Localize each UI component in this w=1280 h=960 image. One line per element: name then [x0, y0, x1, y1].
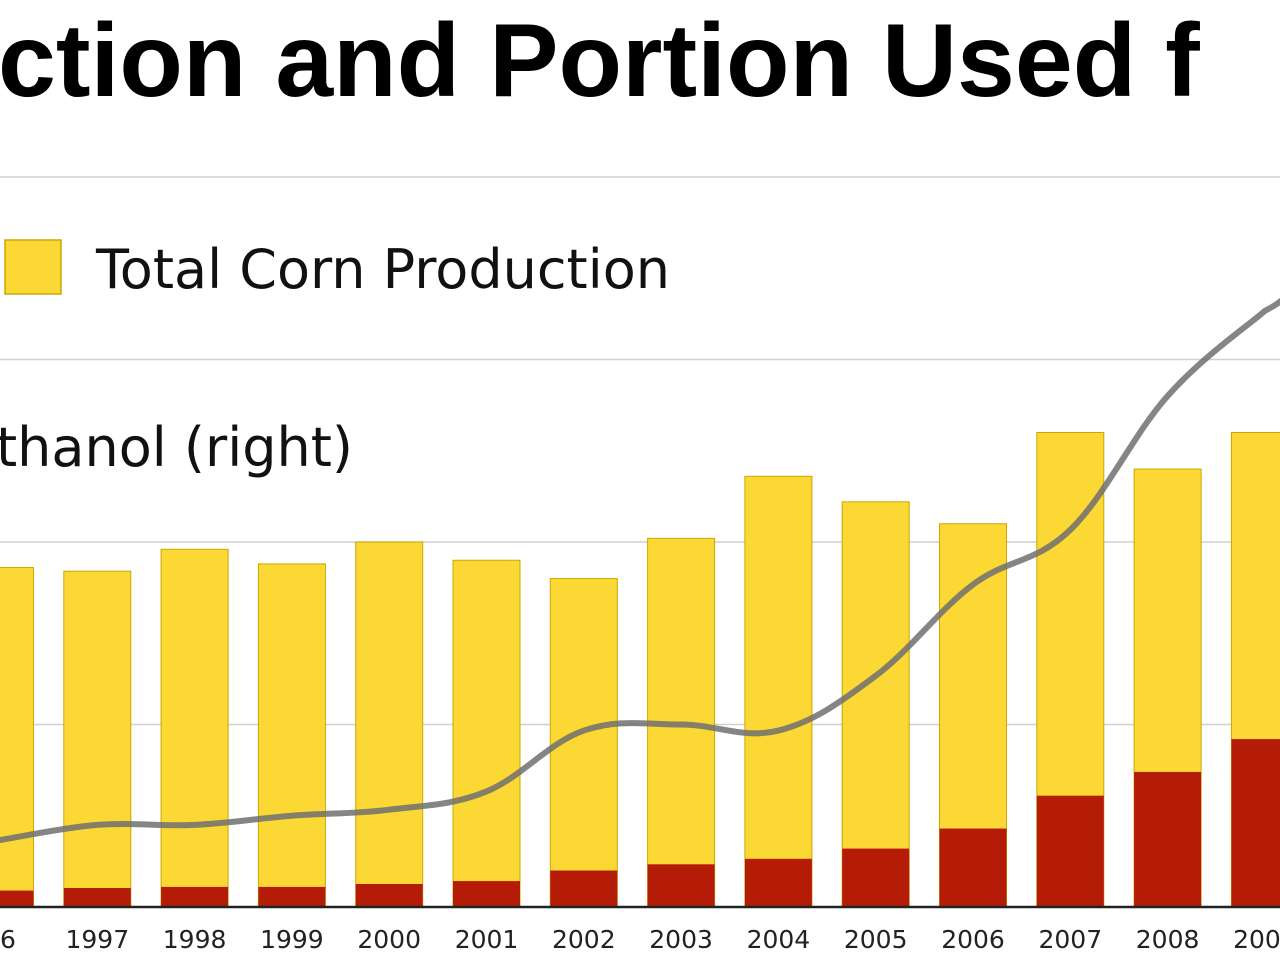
x-tick-label-1999: 1999: [260, 925, 324, 954]
x-tick-label-2000: 2000: [357, 925, 421, 954]
x-tick-label-2006: 2006: [941, 925, 1005, 954]
bar-ethanol-portion-1997: [63, 888, 131, 907]
bar-total-96: [0, 567, 34, 908]
bar-ethanol-portion-2006: [939, 828, 1007, 907]
bar-ethanol-portion-2001: [453, 881, 520, 907]
x-tick-label-2005: 2005: [844, 925, 908, 954]
bars: [0, 432, 1280, 908]
bar-ethanol-portion-2000: [355, 884, 423, 907]
x-tick-label-2003: 2003: [649, 925, 713, 954]
bar-ethanol-portion-1998: [161, 886, 229, 907]
bar-ethanol-portion-1999: [258, 886, 326, 907]
bar-ethanol-portion-2009: [1231, 739, 1280, 907]
bar-total-2005: [841, 501, 910, 908]
chart-title: ction and Portion Used f: [0, 3, 1200, 119]
bar-ethanol-portion-2003: [647, 864, 715, 907]
line-ethanol-right: [0, 297, 1280, 844]
x-tick-label-1997: 1997: [65, 925, 129, 954]
bar-total-2004: [744, 475, 813, 908]
x-tick-label-2004: 2004: [747, 925, 811, 954]
x-tick-label-1998: 1998: [163, 925, 227, 954]
bar-ethanol-portion-2007: [1036, 795, 1104, 907]
legend: Total Corn Production thanol (right): [0, 238, 670, 479]
bar-total-1997: [63, 570, 132, 908]
x-tick-labels: 96 1997 1998 1999 2000 2001 2002 2003 2004 2005 20…: [0, 925, 1280, 954]
x-tick-label-2007: 2007: [1038, 925, 1102, 954]
x-tick-label-2008: 2008: [1136, 925, 1200, 954]
x-tick-label-2002: 2002: [552, 925, 616, 954]
legend-label-total-corn-production: Total Corn Production: [95, 238, 670, 301]
line-series: [0, 297, 1280, 844]
bar-total-1999: [257, 563, 326, 908]
bar-total-1998: [160, 548, 229, 908]
bar-ethanol-portion-2008: [1134, 771, 1202, 907]
x-tick-label-2009: 2009: [1233, 925, 1280, 954]
bar-ethanol-portion-96: [0, 890, 34, 907]
bar-ethanol-portion-2005: [842, 848, 910, 907]
x-tick-label-2001: 2001: [455, 925, 519, 954]
bar-total-2000: [355, 541, 424, 908]
legend-swatch-total-corn-production: [4, 239, 62, 295]
x-tick-label-96: 96: [0, 925, 16, 954]
bar-ethanol-portion-2004: [744, 858, 812, 907]
bar-ethanol-portion-2002: [550, 870, 618, 907]
legend-label-ethanol-right: thanol (right): [0, 416, 353, 479]
bar-total-2001: [452, 559, 521, 908]
